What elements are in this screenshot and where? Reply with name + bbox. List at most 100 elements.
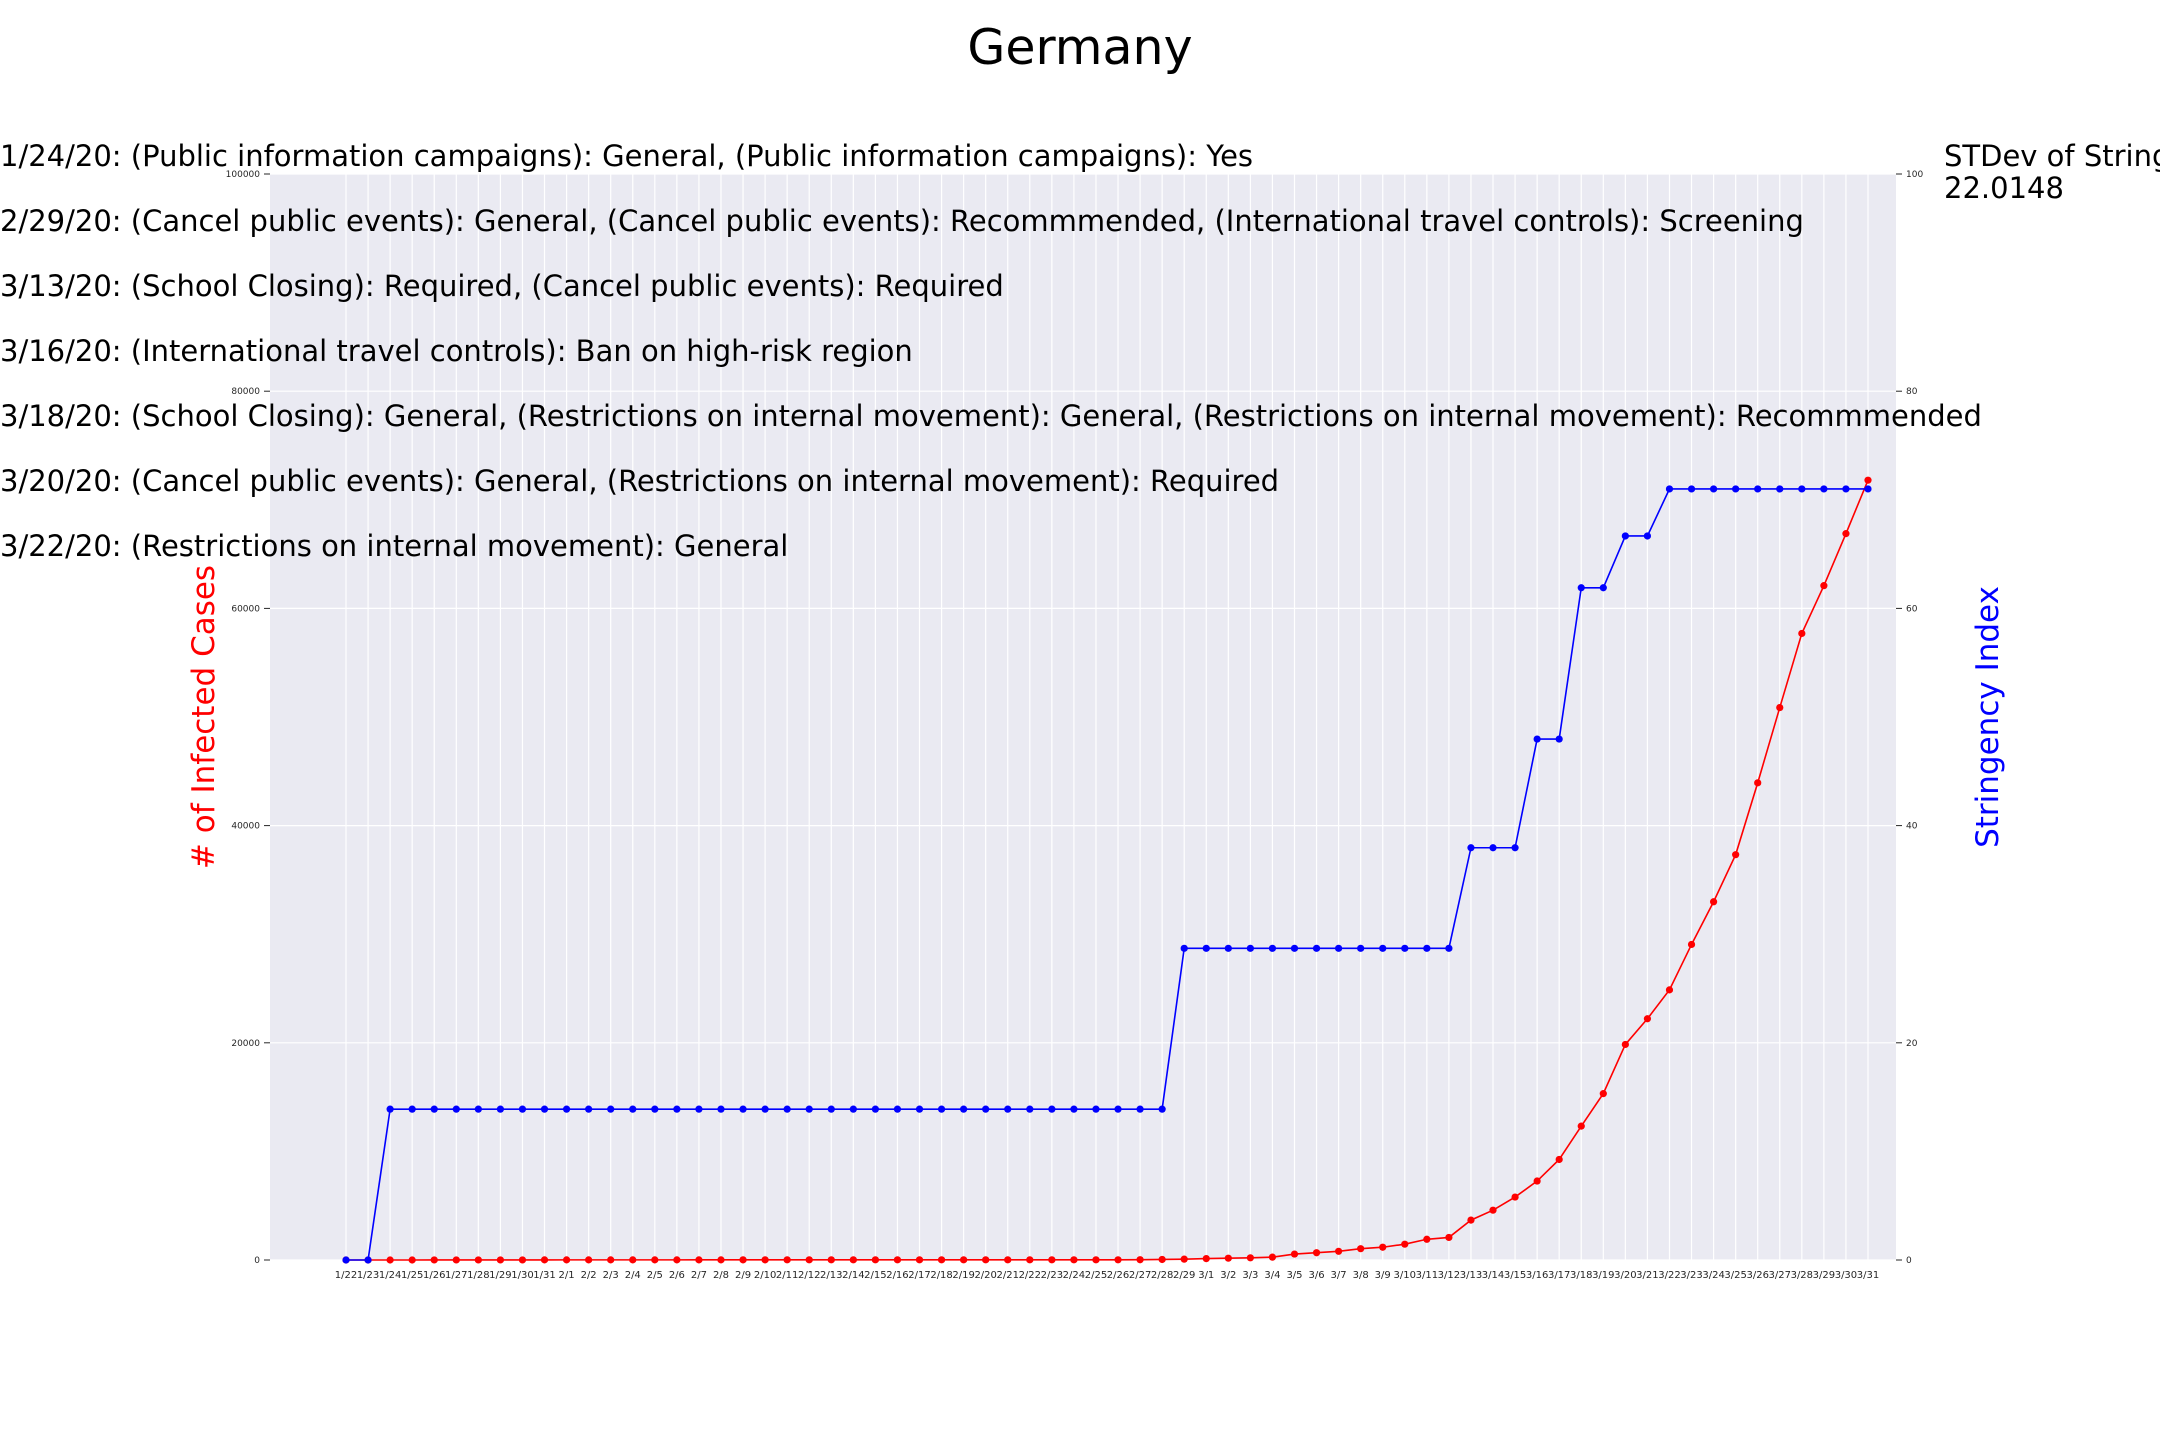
stringency-point: [1026, 1105, 1034, 1113]
stringency-point: [518, 1105, 527, 1113]
cases-point: [1798, 629, 1806, 638]
cases-point: [1423, 1235, 1431, 1243]
cases-point: [430, 1256, 438, 1264]
x-tick-label: 3/29: [1813, 1270, 1835, 1281]
stringency-point: [1114, 1105, 1122, 1113]
x-tick-label: 3/24: [1702, 1270, 1724, 1281]
x-tick-label: 3/28: [1791, 1270, 1813, 1281]
cases-point: [1842, 530, 1850, 538]
cases-point: [1489, 1206, 1497, 1214]
stringency-point: [1048, 1105, 1056, 1113]
cases-point: [827, 1256, 835, 1264]
policy-annotation: 3/16/20: (International travel controls)…: [0, 334, 913, 368]
stringency-point: [607, 1105, 615, 1113]
stringency-point: [1136, 1105, 1144, 1113]
cases-point: [1048, 1256, 1056, 1264]
cases-point: [651, 1256, 659, 1264]
cases-point: [518, 1256, 527, 1264]
x-tick-label: 2/21: [997, 1270, 1019, 1281]
policy-annotation: 3/20/20: (Cancel public events): General…: [0, 464, 1279, 498]
x-tick-label: 2/29: [1173, 1270, 1195, 1281]
x-tick-label: 3/16: [1526, 1270, 1548, 1281]
cases-point: [1312, 1249, 1321, 1257]
x-tick-label: 3/11: [1416, 1270, 1438, 1281]
x-tick-label: 2/6: [669, 1270, 685, 1281]
cases-point: [1599, 1090, 1607, 1098]
y2-tick-label: 60: [1906, 604, 1918, 614]
cases-point: [695, 1256, 703, 1264]
x-tick-label: 2/27: [1129, 1270, 1151, 1281]
y2-tick-label: 100: [1906, 170, 1923, 180]
stringency-point: [871, 1105, 879, 1113]
cases-point: [1732, 851, 1740, 859]
x-tick-label: 2/4: [625, 1270, 641, 1281]
x-tick-label: 2/17: [908, 1270, 930, 1281]
cases-point: [1577, 1122, 1585, 1130]
cases-point: [1026, 1256, 1034, 1264]
stringency-point: [1687, 485, 1696, 493]
cases-point: [1621, 1040, 1629, 1049]
x-tick-label: 1/25: [401, 1270, 423, 1281]
cases-point: [1511, 1193, 1519, 1201]
x-tick-label: 2/12: [798, 1270, 820, 1281]
cases-point: [1268, 1253, 1277, 1261]
stringency-point: [1246, 944, 1254, 952]
cases-point: [1379, 1243, 1387, 1251]
stringency-point: [342, 1256, 350, 1264]
stringency-point: [960, 1105, 968, 1113]
stringency-point: [1401, 944, 1409, 952]
labels: Germany # of Infected Cases Stringency I…: [186, 19, 2160, 869]
stringency-point: [1224, 944, 1232, 952]
cases-point: [629, 1256, 637, 1264]
cases-point: [1555, 1155, 1563, 1164]
x-tick-label: 2/1: [559, 1270, 575, 1281]
stringency-point: [1335, 944, 1343, 952]
policy-annotation: 1/24/20: (Public information campaigns):…: [0, 139, 1253, 173]
cases-point: [1709, 898, 1718, 906]
stringency-point: [893, 1105, 902, 1113]
stringency-point: [1665, 485, 1674, 493]
cases-point: [562, 1256, 571, 1264]
stringency-point: [761, 1105, 769, 1113]
x-tick-label: 3/23: [1680, 1270, 1702, 1281]
cases-point: [1401, 1240, 1409, 1248]
stringency-point: [1511, 844, 1519, 852]
stringency-point: [1732, 485, 1740, 493]
cases-point: [1864, 476, 1872, 484]
stringency-point: [452, 1105, 460, 1113]
stringency-point: [783, 1105, 791, 1113]
cases-point: [1180, 1255, 1188, 1263]
x-tick-label: 2/13: [820, 1270, 842, 1281]
x-tick-label: 1/24: [379, 1270, 401, 1281]
cases-point: [408, 1256, 416, 1264]
x-tick-label: 2/23: [1041, 1270, 1063, 1281]
x-tick-label: 3/7: [1331, 1270, 1347, 1281]
stringency-point: [937, 1105, 946, 1113]
x-tick-label: 3/17: [1548, 1270, 1570, 1281]
x-tick-label: 2/25: [1085, 1270, 1107, 1281]
policy-annotation: 2/29/20: (Cancel public events): General…: [0, 204, 1804, 238]
x-tick-label: 2/16: [886, 1270, 908, 1281]
x-tick-label: 3/1: [1198, 1270, 1214, 1281]
y2-tick-label: 20: [1906, 1039, 1918, 1049]
cases-point: [607, 1256, 615, 1264]
cases-point: [1445, 1233, 1453, 1242]
y-tick-label: 80000: [231, 387, 260, 397]
x-tick-label: 3/27: [1769, 1270, 1791, 1281]
cases-point: [1687, 940, 1696, 949]
chart-title: Germany: [967, 19, 1192, 76]
cases-point: [893, 1256, 902, 1264]
cases-point: [1643, 1015, 1652, 1023]
stringency-point: [1842, 485, 1850, 493]
stringency-point: [1423, 944, 1431, 952]
stringency-point: [540, 1105, 549, 1113]
x-tick-label: 1/30: [511, 1270, 533, 1281]
cases-point: [1357, 1245, 1365, 1253]
y-tick-label: 60000: [231, 604, 260, 614]
x-tick-label: 3/22: [1658, 1270, 1680, 1281]
policy-annotations: 1/24/20: (Public information campaigns):…: [0, 139, 1982, 563]
stringency-point: [430, 1105, 438, 1113]
x-tick-label: 3/2: [1220, 1270, 1236, 1281]
x-tick-label: 2/11: [776, 1270, 798, 1281]
x-tick-label: 2/26: [1107, 1270, 1129, 1281]
